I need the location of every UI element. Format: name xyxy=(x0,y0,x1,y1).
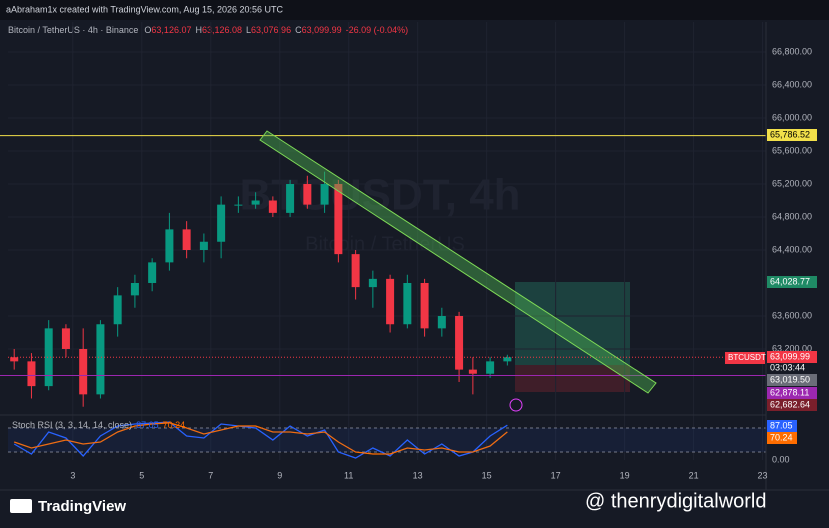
candle-body xyxy=(199,241,208,251)
d-last: 70.24 xyxy=(163,420,186,430)
x-tick-label: 5 xyxy=(139,470,144,480)
rsi-label-bg xyxy=(767,432,797,444)
candle-body xyxy=(486,361,495,374)
o-label: O xyxy=(144,25,151,35)
candle-body xyxy=(61,328,70,349)
countdown: 03:03:44 xyxy=(770,362,805,372)
price-label-bg xyxy=(767,351,817,363)
candle-body xyxy=(351,254,360,288)
indicator-title: Stoch RSI (3, 3, 14, 14, close) 87.05 70.2… xyxy=(12,420,185,430)
change: -26.09 (-0.04%) xyxy=(346,25,409,35)
price-label-bg xyxy=(767,129,817,141)
y-tick-label: 66,000.00 xyxy=(772,112,812,122)
candle-body xyxy=(455,315,464,370)
rsi-d xyxy=(13,422,508,455)
candle-body xyxy=(44,328,53,387)
candle-body xyxy=(334,184,343,255)
price-label-bg xyxy=(767,374,817,386)
loss-zone xyxy=(515,365,630,392)
credit: aAbraham1x created with TradingView.com,… xyxy=(6,4,283,14)
candle-body xyxy=(130,282,139,296)
candle-body xyxy=(437,315,446,329)
x-tick-label: 15 xyxy=(482,470,492,480)
credit-bar xyxy=(0,0,829,20)
l: 63,076.96 xyxy=(251,25,291,35)
k-last: 87.05 xyxy=(136,420,159,430)
price-label: 64,028.77 xyxy=(770,276,810,286)
rsi-label-bg xyxy=(767,420,797,432)
y-tick-label: 66,800.00 xyxy=(772,46,812,56)
rsi-k xyxy=(13,421,508,459)
c-label: C xyxy=(295,25,302,35)
x-tick-label: 13 xyxy=(413,470,423,480)
o: 63,126.07 xyxy=(151,25,191,35)
last-tag-bg xyxy=(725,352,765,364)
h: 63,126.08 xyxy=(202,25,242,35)
y-tick-label: 64,800.00 xyxy=(772,211,812,221)
x-tick-label: 19 xyxy=(620,470,630,480)
candle-body xyxy=(420,282,429,329)
candle-body xyxy=(368,278,377,288)
candle-body xyxy=(251,200,260,205)
x-tick-label: 7 xyxy=(208,470,213,480)
candle-body xyxy=(268,200,277,213)
x-tick-label: 21 xyxy=(689,470,699,480)
price-label: 65,786.52 xyxy=(770,129,810,139)
candle-body xyxy=(10,357,19,362)
candle-body xyxy=(234,204,243,206)
x-tick-label: 23 xyxy=(758,470,768,480)
y-tick-label: 63,600.00 xyxy=(772,310,812,320)
price-label: 63,019.50 xyxy=(770,374,810,384)
candle-body xyxy=(182,229,191,251)
candle-body xyxy=(386,278,395,325)
candle-body xyxy=(468,369,477,374)
x-tick-label: 9 xyxy=(277,470,282,480)
candle-body xyxy=(79,348,88,395)
y-tick-label: 64,400.00 xyxy=(772,244,812,254)
y-tick-label: 66,400.00 xyxy=(772,79,812,89)
rsi-band xyxy=(8,428,766,452)
price-label-bg xyxy=(767,276,817,288)
candle-body xyxy=(403,282,412,325)
candle-body xyxy=(303,184,312,205)
y-tick-label: 63,200.00 xyxy=(772,343,812,353)
h-label: H xyxy=(195,25,202,35)
candle-body xyxy=(286,184,295,213)
candle-body xyxy=(148,262,157,283)
y-tick-label: 65,600.00 xyxy=(772,145,812,155)
last-tag: BTCUSDT xyxy=(728,353,766,362)
candle-body xyxy=(217,204,226,242)
legend: Bitcoin / TetherUS · 4h · Binance O63,126… xyxy=(8,25,408,35)
rsi-label: 70.24 xyxy=(770,432,793,442)
l-label: L xyxy=(246,25,251,35)
y-tick-label: 65,200.00 xyxy=(772,178,812,188)
candle-body xyxy=(320,184,329,205)
price-label: 63,099.99 xyxy=(770,351,810,361)
candle-body xyxy=(503,357,512,362)
rsi-label: 87.05 xyxy=(770,420,793,430)
trend-channel xyxy=(259,130,657,394)
candle-body xyxy=(27,361,36,387)
alert-icon xyxy=(509,398,523,412)
profit-zone xyxy=(515,282,630,365)
x-tick-label: 3 xyxy=(70,470,75,480)
price-label: 62,682.64 xyxy=(770,399,810,409)
rsi-tick-label: 0.00 xyxy=(772,454,790,464)
rsi-title: Stoch RSI (3, 3, 14, 14, close) xyxy=(12,420,132,430)
candle-body xyxy=(165,229,174,263)
x-tick-label: 17 xyxy=(551,470,561,480)
handle: @ thenrydigitalworld xyxy=(585,490,767,512)
price-label: 62,878.11 xyxy=(770,387,809,397)
x-tick-label: 11 xyxy=(344,470,353,480)
candle-body xyxy=(96,324,105,395)
brand-logo xyxy=(10,499,32,513)
candle-body xyxy=(113,295,122,325)
price-label-bg xyxy=(767,399,817,411)
brand: TradingView xyxy=(38,498,126,515)
price-label-bg xyxy=(767,387,817,399)
c: 63,099.99 xyxy=(302,25,342,35)
